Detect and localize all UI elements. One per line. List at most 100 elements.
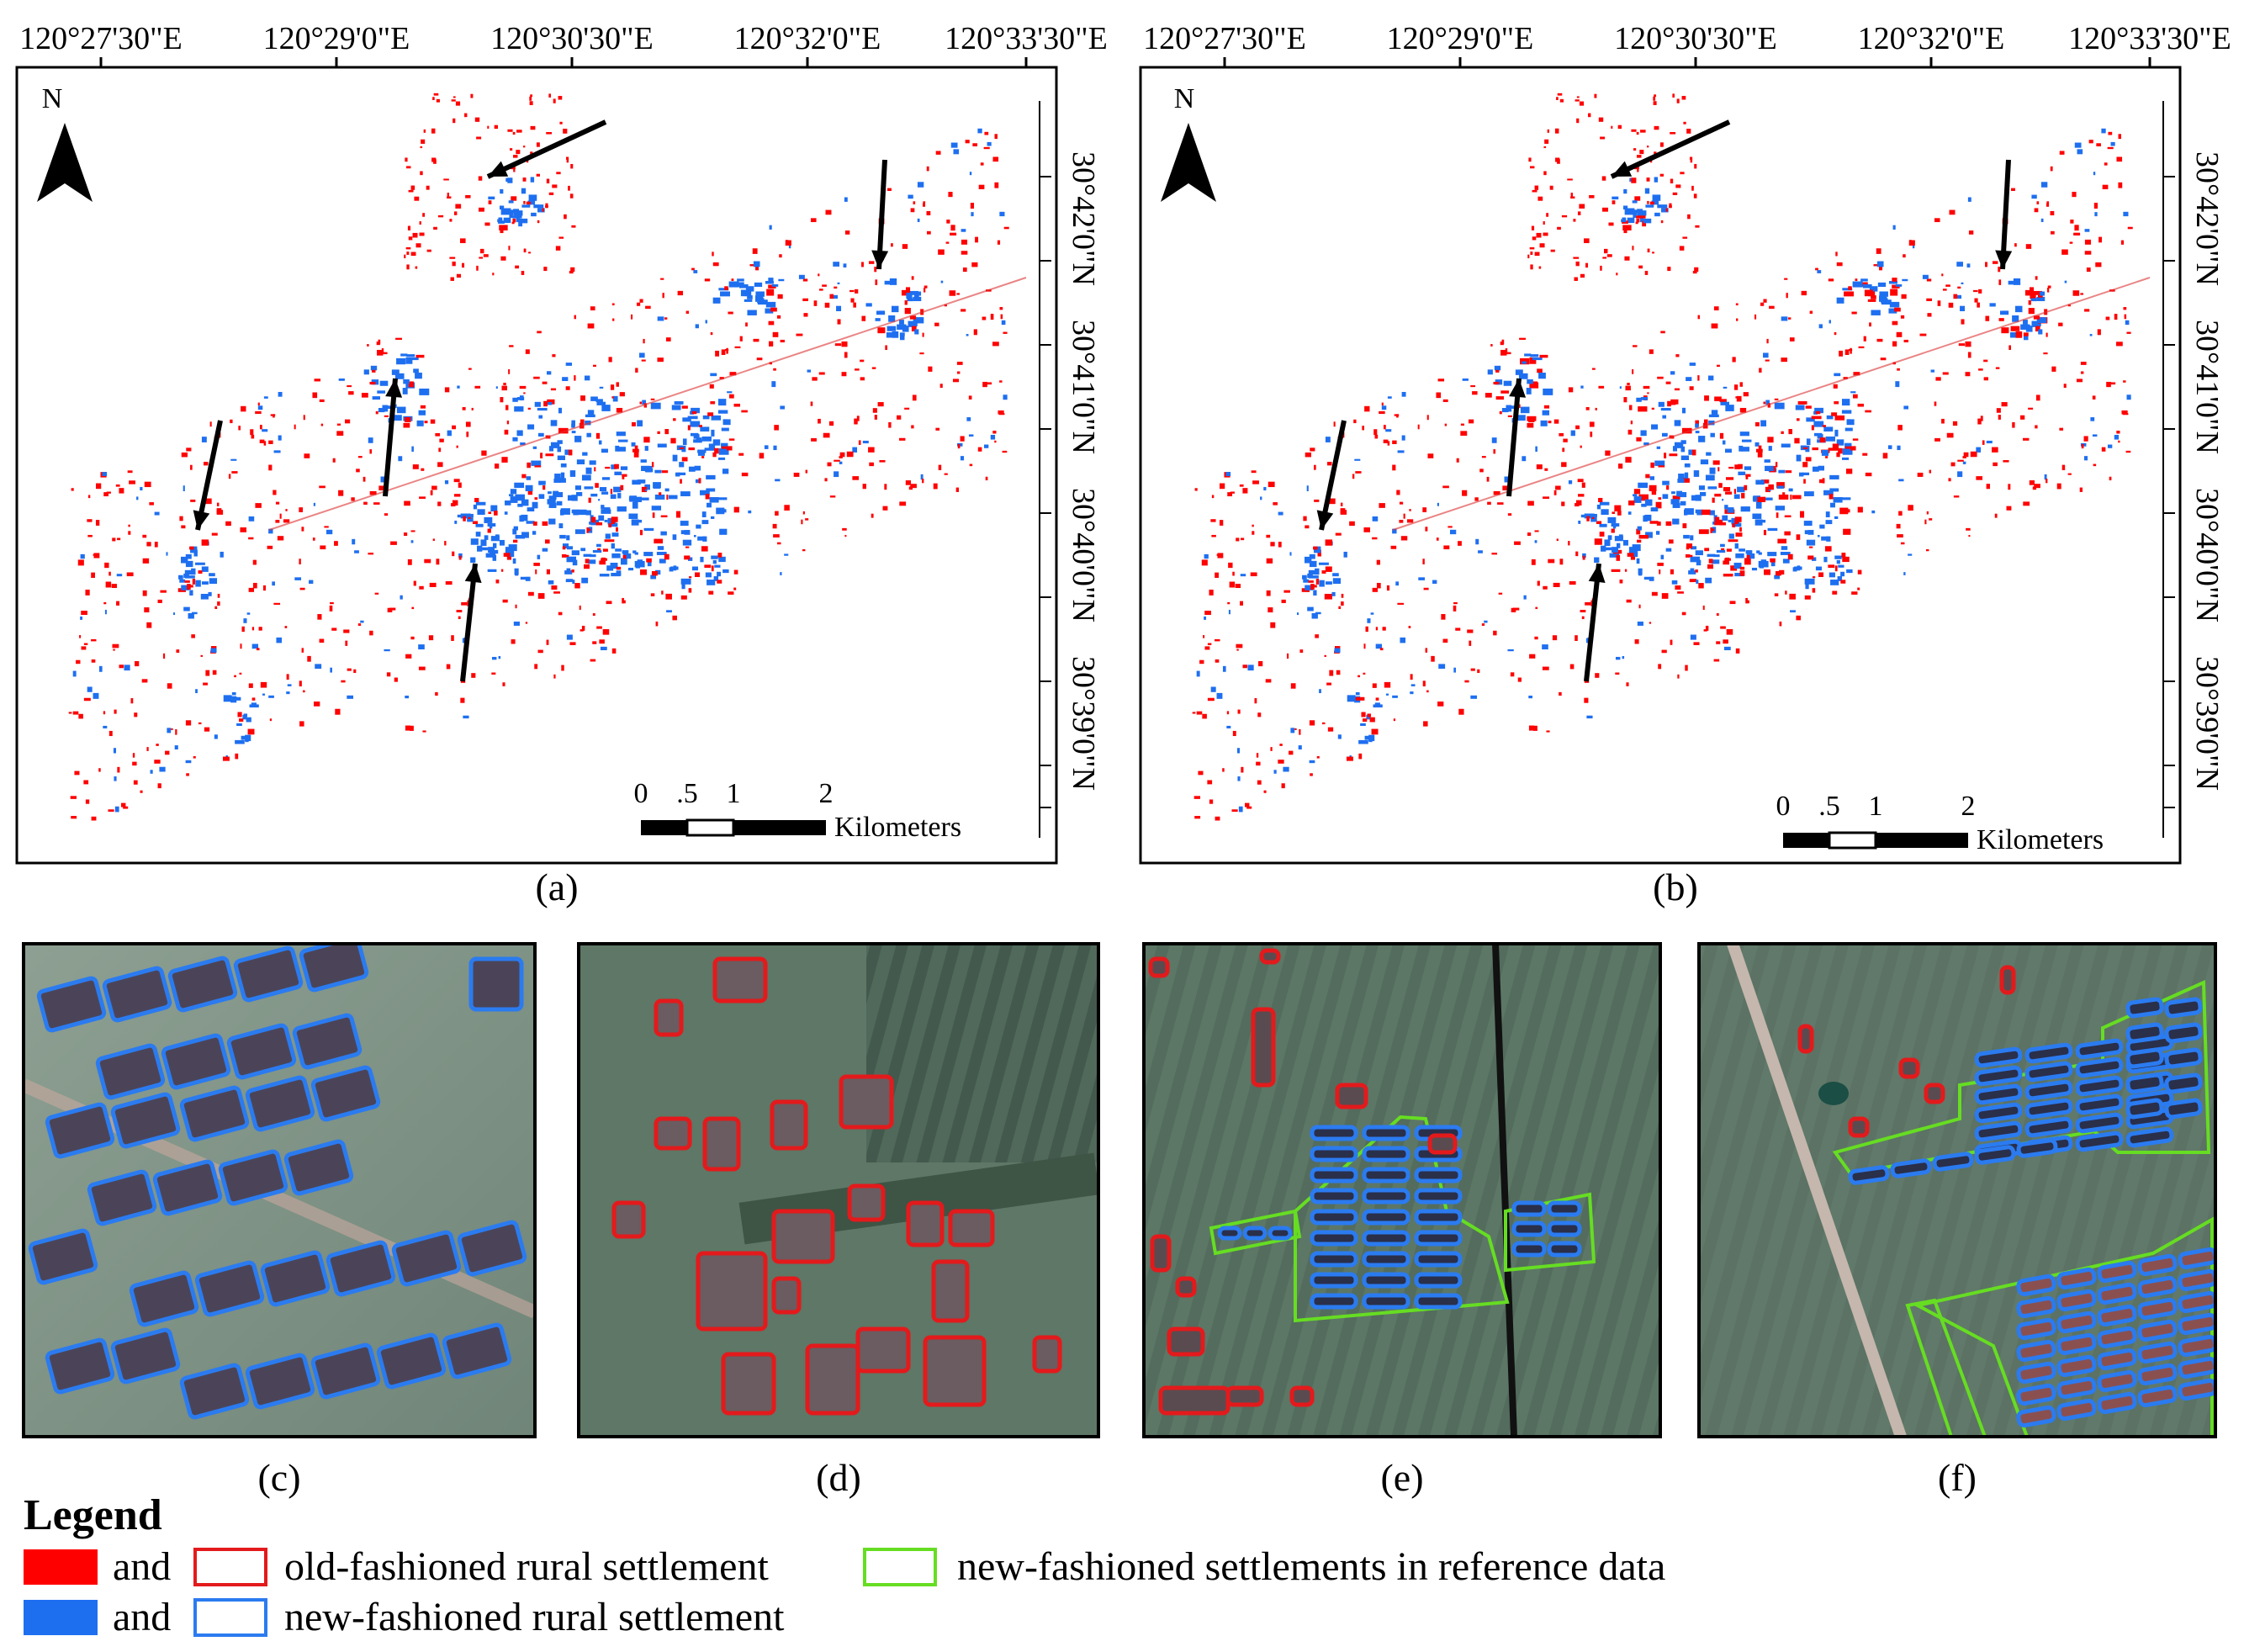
old-settlement-patch (1575, 503, 1580, 507)
old-settlement-patch (183, 606, 190, 612)
old-settlement-patch (1841, 553, 1846, 558)
new-settlement-patch (571, 431, 576, 434)
old-settlement-patch (1903, 572, 1906, 575)
old-settlement-patch (1624, 569, 1627, 572)
old-settlement-patch (926, 210, 931, 216)
new-settlement-patch (1818, 465, 1824, 471)
old-settlement-patch (1716, 613, 1719, 617)
new-settlement-patch (601, 505, 605, 510)
old-settlement-patch (81, 611, 87, 616)
old-settlement-patch (798, 274, 805, 279)
old-settlement-patch (1698, 583, 1704, 589)
old-settlement-patch (1815, 410, 1821, 415)
old-settlement-patch (1776, 512, 1779, 518)
new-settlement-patch (714, 564, 721, 568)
building-outline (218, 1149, 288, 1206)
new-settlement-patch (243, 713, 248, 717)
new-settlement-patch (1734, 464, 1740, 469)
new-settlement-patch (566, 568, 571, 573)
new-settlement-patch (500, 208, 511, 215)
old-settlement-patch (802, 511, 805, 515)
new-settlement-patch (583, 553, 592, 557)
old-settlement-patch (1765, 359, 1770, 362)
new-settlement-patch (511, 196, 517, 201)
old-settlement-patch (1760, 302, 1765, 306)
old-settlement-patch (844, 534, 847, 537)
old-settlement-patch (590, 516, 596, 523)
new-settlement-patch (718, 288, 729, 291)
new-settlement-patch (1806, 438, 1811, 446)
new-settlement-patch (892, 331, 899, 338)
new-settlement-patch (1830, 580, 1839, 585)
old-settlement-patch (1705, 625, 1709, 631)
new-settlement-patch (1310, 584, 1315, 590)
old-settlement-patch (1689, 156, 1693, 160)
old-settlement-patch (705, 494, 710, 500)
new-settlement-patch (637, 420, 643, 426)
old-settlement-patch (1217, 553, 1224, 559)
old-settlement-patch (1373, 429, 1378, 436)
new-settlement-patch (650, 574, 657, 580)
old-settlement-patch (509, 494, 514, 497)
new-settlement-patch (1638, 482, 1649, 489)
old-settlement-patch (1625, 385, 1631, 391)
new-settlement-patch (1680, 440, 1686, 444)
old-settlement-patch (1210, 519, 1216, 522)
old-settlement-patch (1751, 567, 1758, 571)
new-settlement-patch (1778, 494, 1789, 500)
building-outline (1032, 1335, 1062, 1374)
new-settlement-patch (1661, 208, 1669, 213)
old-settlement-patch (2033, 315, 2040, 320)
old-settlement-patch (537, 554, 541, 559)
new-settlement-patch (1707, 564, 1713, 569)
building-outline (1974, 1120, 2023, 1142)
new-settlement-patch (1637, 209, 1643, 213)
new-settlement-patch (1305, 585, 1314, 590)
new-settlement-patch (1622, 205, 1628, 210)
new-settlement-patch (691, 407, 700, 414)
old-settlement-patch (612, 318, 615, 321)
old-settlement-patch (537, 220, 540, 224)
old-settlement-patch (643, 403, 648, 408)
new-settlement-patch (1695, 420, 1699, 426)
old-settlement-patch (1194, 816, 1201, 819)
old-settlement-patch (2116, 431, 2120, 434)
old-settlement-patch (1201, 559, 1208, 566)
old-settlement-patch (2023, 320, 2028, 325)
old-settlement-patch (852, 447, 858, 453)
old-settlement-patch (494, 511, 498, 516)
old-settlement-patch (2001, 402, 2008, 407)
old-settlement-patch (2051, 366, 2056, 372)
old-settlement-patch (438, 447, 442, 453)
new-settlement-patch (1825, 436, 1835, 442)
old-settlement-patch (503, 553, 511, 557)
old-settlement-patch (421, 139, 426, 144)
new-settlement-patch (722, 569, 729, 574)
new-settlement-patch (209, 573, 215, 577)
old-settlement-patch (1258, 660, 1263, 667)
new-settlement-patch (532, 446, 537, 449)
old-settlement-patch (833, 294, 839, 299)
old-settlement-patch (1873, 264, 1878, 267)
new-settlement-patch (508, 200, 514, 204)
old-settlement-patch (1857, 587, 1860, 590)
new-settlement-patch (1791, 495, 1802, 500)
old-settlement-patch (599, 560, 606, 565)
old-settlement-patch (1362, 426, 1364, 431)
old-settlement-patch (1321, 570, 1326, 574)
new-settlement-patch (553, 490, 559, 497)
old-settlement-patch (1851, 591, 1858, 595)
old-settlement-patch (571, 225, 576, 228)
old-settlement-patch (1431, 655, 1435, 662)
old-settlement-patch (1661, 649, 1667, 654)
old-settlement-patch (1462, 378, 1469, 381)
old-settlement-patch (1769, 305, 1775, 310)
new-settlement-patch (492, 554, 497, 561)
new-settlement-patch (914, 329, 919, 335)
old-settlement-patch (447, 430, 452, 437)
new-settlement-patch (1723, 574, 1733, 577)
new-settlement-patch (1304, 556, 1312, 564)
new-settlement-patch (1834, 516, 1839, 519)
building-outline (2056, 1310, 2097, 1334)
old-settlement-patch (521, 271, 525, 275)
